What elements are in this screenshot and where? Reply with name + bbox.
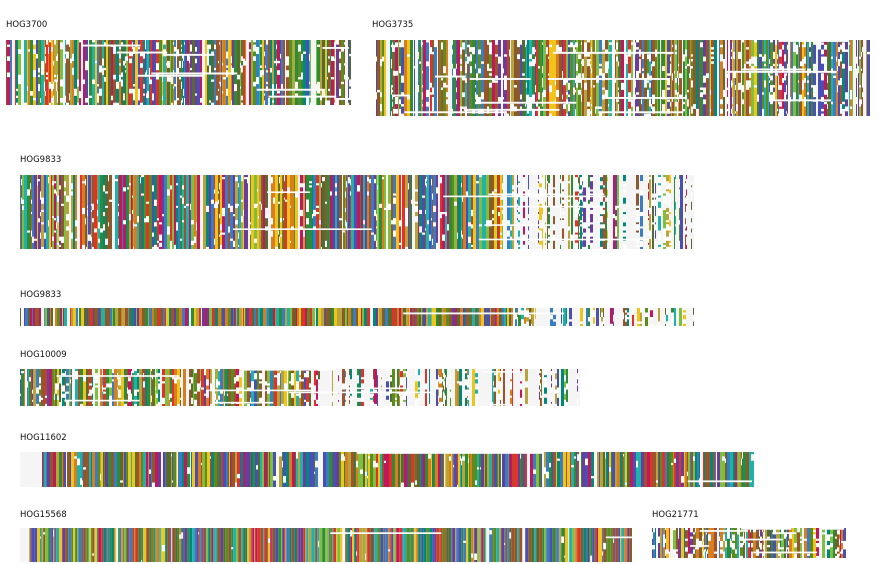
alignment-canvas [20, 528, 632, 562]
alignment-canvas [20, 369, 580, 406]
alignment-canvas [652, 528, 846, 558]
panel-title: HOG9833 [20, 290, 62, 300]
alignment-texture [376, 40, 870, 116]
alignment-texture [20, 175, 692, 249]
panel-title: HOG11602 [20, 433, 67, 443]
alignment-texture [20, 308, 694, 326]
alignment-canvas [20, 308, 694, 326]
panel-title: HOG9833 [20, 155, 62, 165]
alignment-canvas [376, 40, 870, 116]
panel-title: HOG3735 [372, 20, 414, 30]
alignment-texture [29, 528, 632, 562]
panel-title: HOG21771 [652, 510, 699, 520]
alignment-texture [20, 369, 578, 406]
panel-title: HOG3700 [6, 20, 48, 30]
alignment-canvas [20, 175, 694, 249]
alignment-canvas [20, 452, 754, 487]
panel-title: HOG15568 [20, 510, 67, 520]
alignment-texture [652, 528, 846, 558]
alignment-canvas [6, 40, 351, 105]
alignment-texture [6, 40, 351, 105]
alignment-texture [42, 452, 754, 487]
panel-title: HOG10009 [20, 350, 67, 360]
